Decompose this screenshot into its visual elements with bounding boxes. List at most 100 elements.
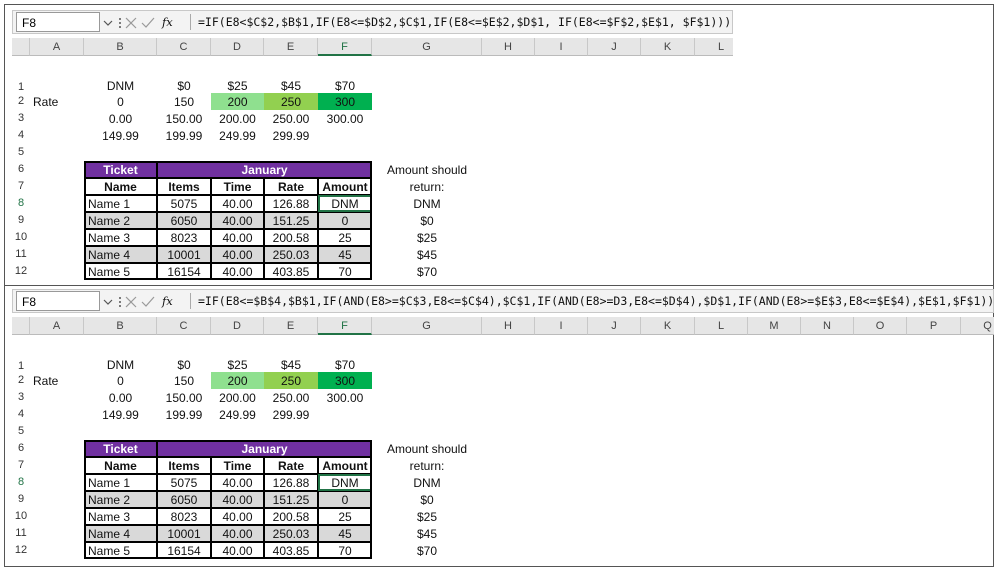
table-cell[interactable]: 126.88 <box>264 195 318 212</box>
formula-text[interactable]: =IF(E8<=$B$4,$B$1,IF(AND(E8>=$C$3,E8<=$C… <box>198 294 994 308</box>
cell[interactable]: 0.00 <box>108 390 133 405</box>
cell[interactable]: 0 <box>117 94 124 109</box>
cell[interactable]: 200 <box>211 93 264 110</box>
table-cell[interactable]: Name 5 <box>84 542 157 559</box>
cell[interactable]: 250.00 <box>272 390 310 405</box>
table-cell[interactable]: 40.00 <box>211 229 264 246</box>
formula-text[interactable]: =IF(E8<$C$2,$B$1,IF(E8<=$D$2,$C$1,IF(E8<… <box>198 15 733 29</box>
table-cell[interactable]: 25 <box>318 229 372 246</box>
cell[interactable]: $70 <box>416 543 438 558</box>
cell[interactable]: 300.00 <box>326 390 364 405</box>
table-cell[interactable]: 151.25 <box>264 212 318 229</box>
cell[interactable]: Rate <box>33 373 59 388</box>
cell[interactable]: 250 <box>264 372 318 389</box>
table-cell[interactable]: 40.00 <box>211 474 264 491</box>
table-cell[interactable]: 40.00 <box>211 195 264 212</box>
cell[interactable]: 300.00 <box>326 111 364 126</box>
cell[interactable]: $45 <box>416 526 438 541</box>
table-cell[interactable]: 250.03 <box>264 525 318 542</box>
table-cell[interactable]: 200.58 <box>264 508 318 525</box>
cell[interactable]: 299.99 <box>272 128 310 143</box>
table-cell[interactable]: 70 <box>318 542 372 559</box>
table-cell[interactable]: 40.00 <box>211 491 264 508</box>
table-cell[interactable]: Rate <box>264 457 318 474</box>
cell[interactable]: Rate <box>33 94 59 109</box>
cell[interactable]: 150 <box>173 373 195 388</box>
table-cell[interactable]: Items <box>157 457 211 474</box>
cell[interactable]: $25 <box>227 79 248 93</box>
cell[interactable]: Amount should <box>386 162 468 177</box>
cell[interactable]: 150.00 <box>165 111 203 126</box>
cell[interactable]: 199.99 <box>165 128 203 143</box>
table-cell[interactable]: Time <box>211 178 264 195</box>
cell[interactable]: $0 <box>177 358 191 372</box>
table-cell[interactable]: 5075 <box>157 474 211 491</box>
table-cell[interactable]: January <box>157 440 372 457</box>
cell[interactable]: 300 <box>318 372 372 389</box>
cell[interactable]: $45 <box>280 79 302 93</box>
cell[interactable]: 300 <box>318 93 372 110</box>
cell[interactable]: $0 <box>177 79 191 93</box>
table-cell[interactable]: 40.00 <box>211 508 264 525</box>
cell[interactable]: 199.99 <box>165 407 203 422</box>
cancel-icon[interactable] <box>125 17 137 29</box>
cell[interactable]: $0 <box>420 213 434 228</box>
table-cell[interactable]: 6050 <box>157 212 211 229</box>
cell[interactable]: $70 <box>334 358 356 372</box>
table-cell[interactable]: 8023 <box>157 508 211 525</box>
table-cell[interactable]: 0 <box>318 491 372 508</box>
cell[interactable]: Amount should <box>386 441 468 456</box>
table-cell[interactable]: Amount <box>318 178 372 195</box>
table-cell[interactable]: Name 1 <box>84 195 157 212</box>
table-cell[interactable]: 403.85 <box>264 542 318 559</box>
table-cell[interactable]: Items <box>157 178 211 195</box>
table-cell[interactable]: Name 5 <box>84 263 157 280</box>
fx-icon[interactable]: fx <box>162 294 173 308</box>
table-cell[interactable]: Rate <box>264 178 318 195</box>
table-cell[interactable]: 16154 <box>157 263 211 280</box>
fx-icon[interactable]: fx <box>162 15 173 29</box>
table-cell[interactable]: 45 <box>318 246 372 263</box>
cell[interactable]: DNM <box>413 475 441 490</box>
table-cell[interactable]: Ticket <box>84 440 157 457</box>
cell[interactable]: 249.99 <box>219 407 256 422</box>
table-cell[interactable]: 0 <box>318 212 372 229</box>
table-cell[interactable]: 40.00 <box>211 263 264 280</box>
table-cell[interactable]: 40.00 <box>211 212 264 229</box>
table-cell[interactable]: Ticket <box>84 161 157 178</box>
cell[interactable]: DNM <box>413 196 441 211</box>
cell[interactable]: 249.99 <box>219 128 256 143</box>
table-cell[interactable]: 10001 <box>157 246 211 263</box>
cell[interactable]: return: <box>409 458 445 473</box>
table-cell[interactable]: Time <box>211 457 264 474</box>
cell[interactable]: $25 <box>416 509 438 524</box>
table-cell[interactable]: 40.00 <box>211 542 264 559</box>
table-cell[interactable]: 70 <box>318 263 372 280</box>
cell[interactable]: 149.99 <box>102 407 139 422</box>
table-cell[interactable]: Name 4 <box>84 525 157 542</box>
cell[interactable]: $25 <box>227 358 248 372</box>
table-cell[interactable]: 10001 <box>157 525 211 542</box>
table-cell[interactable]: Name 2 <box>84 491 157 508</box>
table-cell[interactable]: Name <box>84 178 157 195</box>
cell[interactable]: 0 <box>117 373 124 388</box>
cell[interactable]: 200.00 <box>219 111 256 126</box>
cell[interactable]: $25 <box>416 230 438 245</box>
table-cell[interactable]: 5075 <box>157 195 211 212</box>
cell[interactable]: 250.00 <box>272 111 310 126</box>
cell[interactable]: $45 <box>280 358 302 372</box>
dropdown[interactable] <box>103 20 113 26</box>
cell[interactable]: return: <box>409 179 445 194</box>
table-cell[interactable]: DNM <box>318 195 372 212</box>
table-cell[interactable]: 403.85 <box>264 263 318 280</box>
name-box[interactable]: F8 <box>16 12 100 32</box>
table-cell[interactable]: Name 4 <box>84 246 157 263</box>
table-cell[interactable]: 126.88 <box>264 474 318 491</box>
table-cell[interactable]: 6050 <box>157 491 211 508</box>
cell[interactable]: 149.99 <box>102 128 139 143</box>
table-cell[interactable]: 200.58 <box>264 229 318 246</box>
table-cell[interactable]: 45 <box>318 525 372 542</box>
table-cell[interactable]: 40.00 <box>211 246 264 263</box>
cell[interactable]: 150 <box>173 94 195 109</box>
cancel-icon[interactable] <box>125 296 137 308</box>
